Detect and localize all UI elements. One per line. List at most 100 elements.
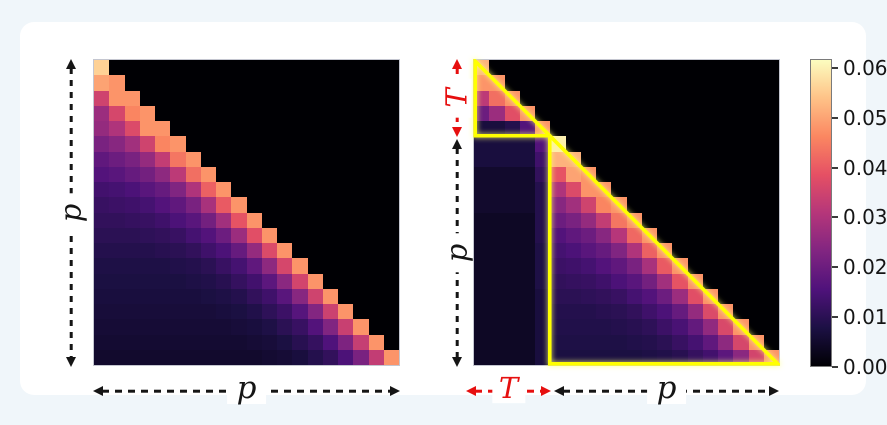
heatmap-cell bbox=[383, 212, 399, 228]
heatmap-cell bbox=[641, 105, 657, 121]
heatmap-cell bbox=[672, 90, 688, 106]
heatmap-cell bbox=[200, 243, 216, 259]
heatmap-cell bbox=[170, 319, 186, 335]
heatmap-cell bbox=[504, 105, 520, 121]
heatmap-cell bbox=[231, 105, 247, 121]
heatmap-cell bbox=[124, 212, 140, 228]
heatmap-cell bbox=[368, 243, 384, 259]
heatmap-cell bbox=[535, 288, 551, 304]
heatmap-cell bbox=[626, 166, 642, 182]
heatmap-cell bbox=[550, 243, 566, 259]
heatmap-cell bbox=[641, 90, 657, 106]
heatmap-cell bbox=[565, 75, 581, 91]
right-panel-y-axis-t-label: T bbox=[440, 78, 474, 118]
heatmap-cell bbox=[139, 151, 155, 167]
heatmap-cell bbox=[277, 121, 293, 137]
heatmap-cell bbox=[368, 60, 384, 76]
heatmap-cell bbox=[519, 60, 535, 76]
heatmap-cell bbox=[657, 227, 673, 243]
heatmap-cell bbox=[611, 105, 627, 121]
heatmap-cell bbox=[246, 258, 262, 274]
heatmap-cell bbox=[109, 212, 125, 228]
heatmap-cell bbox=[580, 349, 596, 365]
heatmap-cell bbox=[748, 227, 764, 243]
heatmap-cell bbox=[277, 136, 293, 152]
heatmap-cell bbox=[185, 304, 201, 320]
heatmap-cell bbox=[139, 105, 155, 121]
heatmap-cell bbox=[277, 334, 293, 350]
heatmap-cell bbox=[489, 121, 505, 137]
heatmap-cell bbox=[580, 243, 596, 259]
heatmap-cell bbox=[307, 288, 323, 304]
heatmap-cell bbox=[596, 288, 612, 304]
heatmap-cell bbox=[94, 105, 110, 121]
heatmap-cell bbox=[231, 227, 247, 243]
colorbar-tick-label: 0.03 bbox=[843, 205, 887, 230]
heatmap-cell bbox=[657, 197, 673, 213]
heatmap-cell bbox=[626, 136, 642, 152]
heatmap-cell bbox=[155, 319, 171, 335]
heatmap-cell bbox=[718, 349, 734, 365]
heatmap-cell bbox=[596, 212, 612, 228]
heatmap-cell bbox=[702, 166, 718, 182]
heatmap-cell bbox=[261, 105, 277, 121]
heatmap-cell bbox=[519, 105, 535, 121]
heatmap-cell bbox=[307, 136, 323, 152]
heatmap-cell bbox=[338, 319, 354, 335]
heatmap-cell bbox=[687, 334, 703, 350]
heatmap-cell bbox=[185, 243, 201, 259]
heatmap-cell bbox=[535, 273, 551, 289]
heatmap-cell bbox=[170, 227, 186, 243]
heatmap-cell bbox=[353, 60, 369, 76]
heatmap-cell bbox=[383, 60, 399, 76]
heatmap-cell bbox=[489, 243, 505, 259]
heatmap-cell bbox=[687, 105, 703, 121]
heatmap-cell bbox=[277, 227, 293, 243]
heatmap-cell bbox=[277, 166, 293, 182]
heatmap-cell bbox=[657, 105, 673, 121]
heatmap-cell bbox=[261, 166, 277, 182]
heatmap-cell bbox=[565, 288, 581, 304]
heatmap-cell bbox=[580, 60, 596, 76]
heatmap-cell bbox=[474, 75, 490, 91]
colorbar-tick-mark bbox=[832, 266, 838, 269]
heatmap-cell bbox=[550, 60, 566, 76]
heatmap-cell bbox=[338, 182, 354, 198]
heatmap-cell bbox=[504, 197, 520, 213]
heatmap-cell bbox=[246, 243, 262, 259]
heatmap-cell bbox=[626, 105, 642, 121]
heatmap-cell bbox=[109, 334, 125, 350]
heatmap-cell bbox=[474, 243, 490, 259]
heatmap-cell bbox=[109, 349, 125, 365]
heatmap-cell bbox=[565, 121, 581, 137]
heatmap-cell bbox=[763, 151, 779, 167]
heatmap-cell bbox=[216, 212, 232, 228]
heatmap-cell bbox=[139, 227, 155, 243]
heatmap-cell bbox=[246, 227, 262, 243]
heatmap-cell bbox=[474, 182, 490, 198]
heatmap-cell bbox=[748, 136, 764, 152]
heatmap-cell bbox=[626, 151, 642, 167]
heatmap-cell bbox=[489, 334, 505, 350]
heatmap-cell bbox=[733, 334, 749, 350]
heatmap-cell bbox=[185, 349, 201, 365]
heatmap-cell bbox=[519, 319, 535, 335]
heatmap-cell bbox=[733, 212, 749, 228]
heatmap-cell bbox=[246, 151, 262, 167]
heatmap-cell bbox=[261, 334, 277, 350]
colorbar-tick-label: 0.01 bbox=[843, 305, 887, 330]
heatmap-cell bbox=[763, 136, 779, 152]
heatmap-cell bbox=[596, 90, 612, 106]
heatmap-cell bbox=[231, 182, 247, 198]
heatmap-cell bbox=[611, 273, 627, 289]
heatmap-cell bbox=[338, 349, 354, 365]
right-panel-x-axis-p-arrow: p bbox=[554, 373, 779, 406]
heatmap-cell bbox=[733, 121, 749, 137]
heatmap-cell bbox=[383, 105, 399, 121]
heatmap-cell bbox=[200, 258, 216, 274]
heatmap-cell bbox=[672, 258, 688, 274]
heatmap-cell bbox=[383, 334, 399, 350]
heatmap-cell bbox=[353, 90, 369, 106]
heatmap-cell bbox=[535, 75, 551, 91]
heatmap-cell bbox=[565, 273, 581, 289]
